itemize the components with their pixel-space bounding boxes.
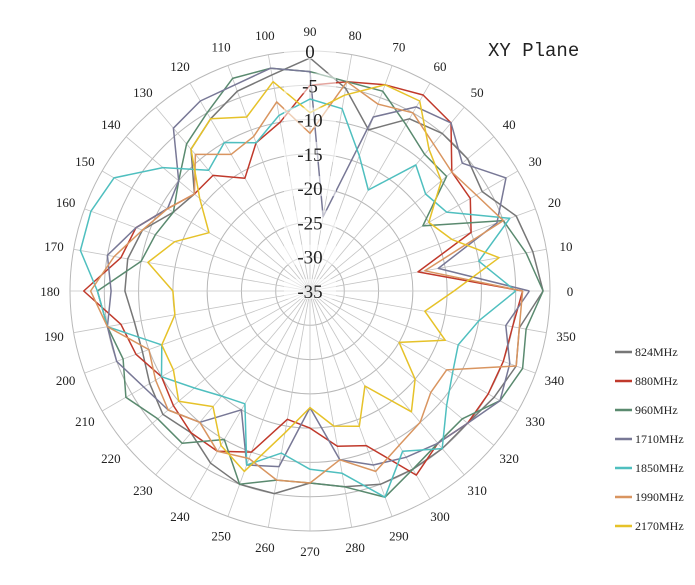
radial-tick-bg bbox=[284, 279, 336, 299]
grid-spoke bbox=[227, 290, 311, 517]
angle-tick-label: 50 bbox=[471, 85, 484, 100]
radial-tick-label: -25 bbox=[297, 213, 322, 234]
angle-tick-label: 160 bbox=[56, 195, 76, 210]
grid-spoke bbox=[73, 248, 311, 292]
grid-spoke bbox=[309, 170, 519, 292]
legend-label: 1990MHz bbox=[635, 490, 684, 504]
grid-spoke bbox=[309, 290, 465, 476]
grid-spoke bbox=[125, 290, 311, 446]
angle-tick-label: 240 bbox=[170, 509, 190, 524]
angle-tick-label: 230 bbox=[133, 483, 153, 498]
angle-tick-label: 220 bbox=[101, 451, 121, 466]
grid-spoke bbox=[267, 290, 311, 528]
radial-tick-bg bbox=[284, 39, 336, 59]
angle-tick-label: 250 bbox=[211, 528, 231, 543]
grid-spoke bbox=[309, 290, 393, 517]
angle-tick-label: 60 bbox=[434, 59, 447, 74]
angle-tick-label: 200 bbox=[56, 373, 76, 388]
angle-tick-label: 20 bbox=[548, 195, 561, 210]
angle-tick-label: 310 bbox=[467, 483, 487, 498]
radial-tick-label: -15 bbox=[297, 145, 322, 166]
radial-tick-label: -10 bbox=[297, 111, 322, 132]
angle-tick-label: 210 bbox=[75, 414, 95, 429]
grid-spoke bbox=[309, 290, 547, 334]
legend-label: 1850MHz bbox=[635, 461, 684, 475]
angle-tick-label: 40 bbox=[503, 117, 516, 132]
series-line bbox=[147, 80, 500, 473]
angle-tick-label: 290 bbox=[389, 528, 409, 543]
grid-spoke bbox=[73, 290, 311, 334]
grid-spoke bbox=[309, 290, 495, 446]
angle-tick-label: 280 bbox=[345, 540, 365, 555]
radial-tick-bg bbox=[284, 73, 336, 94]
angle-tick-label: 330 bbox=[525, 414, 545, 429]
grid-spoke bbox=[84, 290, 311, 374]
legend-label: 880MHz bbox=[635, 374, 678, 388]
angular-tick-labels: 0 10 20 30 40 50 60 70 80 90 100 110 120 130 140 150 160… bbox=[40, 24, 576, 559]
grid-spoke bbox=[309, 290, 519, 412]
grid-spoke bbox=[125, 136, 311, 292]
angle-tick-label: 340 bbox=[545, 373, 565, 388]
angle-tick-label: 30 bbox=[529, 154, 542, 169]
grid-spoke bbox=[84, 208, 311, 292]
grid-spoke bbox=[155, 290, 311, 476]
angle-tick-label: 300 bbox=[430, 509, 450, 524]
radial-tick-label: -20 bbox=[297, 179, 322, 200]
legend-label: 960MHz bbox=[635, 403, 678, 417]
series-lines bbox=[79, 57, 544, 498]
radial-tick-bg bbox=[284, 244, 336, 265]
radial-tick-label: -35 bbox=[297, 282, 322, 303]
angle-tick-label: 100 bbox=[255, 28, 275, 43]
radial-tick-bg bbox=[284, 107, 336, 128]
angle-tick-label: 350 bbox=[556, 329, 576, 344]
series-line bbox=[89, 80, 524, 484]
angle-tick-label: 70 bbox=[392, 40, 405, 55]
angle-tick-label: 270 bbox=[300, 544, 320, 559]
radial-tick-bg bbox=[284, 176, 336, 197]
legend: 824MHz 880MHz 960MHz 1710MHz 1850MHz 1990MHz 2… bbox=[615, 345, 684, 533]
grid-spoke bbox=[189, 290, 311, 500]
legend-label: 1710MHz bbox=[635, 432, 684, 446]
angle-tick-label: 180 bbox=[40, 284, 60, 299]
angle-tick-label: 80 bbox=[349, 28, 362, 43]
series-line bbox=[82, 80, 524, 476]
angle-tick-label: 140 bbox=[101, 117, 121, 132]
grid-spoke bbox=[309, 208, 536, 292]
radial-tick-label: -5 bbox=[302, 76, 318, 97]
angle-tick-label: 90 bbox=[304, 24, 317, 39]
radial-tick-labels: 0 -5 -10 -15 -20 -25 -30 -35 bbox=[284, 39, 336, 303]
grid-spoke bbox=[309, 290, 536, 374]
grid-spoke bbox=[309, 136, 495, 292]
angle-tick-label: 10 bbox=[560, 239, 573, 254]
series-line bbox=[79, 98, 517, 498]
angle-tick-label: 170 bbox=[44, 239, 64, 254]
angle-tick-label: 0 bbox=[567, 284, 574, 299]
angle-tick-label: 120 bbox=[170, 59, 190, 74]
angle-tick-label: 110 bbox=[212, 40, 231, 55]
angle-tick-label: 130 bbox=[133, 85, 153, 100]
grid-spoke bbox=[101, 290, 311, 412]
radial-tick-bg bbox=[284, 141, 336, 162]
angle-tick-label: 320 bbox=[499, 451, 519, 466]
radial-tick-bg bbox=[284, 210, 336, 231]
angle-tick-label: 260 bbox=[255, 540, 275, 555]
legend-label: 2170MHz bbox=[635, 519, 684, 533]
radial-tick-label: -30 bbox=[297, 248, 322, 269]
angle-tick-label: 150 bbox=[75, 154, 95, 169]
angle-tick-label: 190 bbox=[44, 329, 64, 344]
legend-label: 824MHz bbox=[635, 345, 678, 359]
chart-title: XY Plane bbox=[488, 40, 580, 62]
grid-spoke bbox=[309, 248, 547, 292]
grid-spoke bbox=[309, 290, 353, 528]
series-line bbox=[106, 67, 531, 468]
radial-tick-label: 0 bbox=[305, 42, 315, 63]
grid-spoke bbox=[309, 290, 431, 500]
grid-spoke bbox=[101, 170, 311, 292]
